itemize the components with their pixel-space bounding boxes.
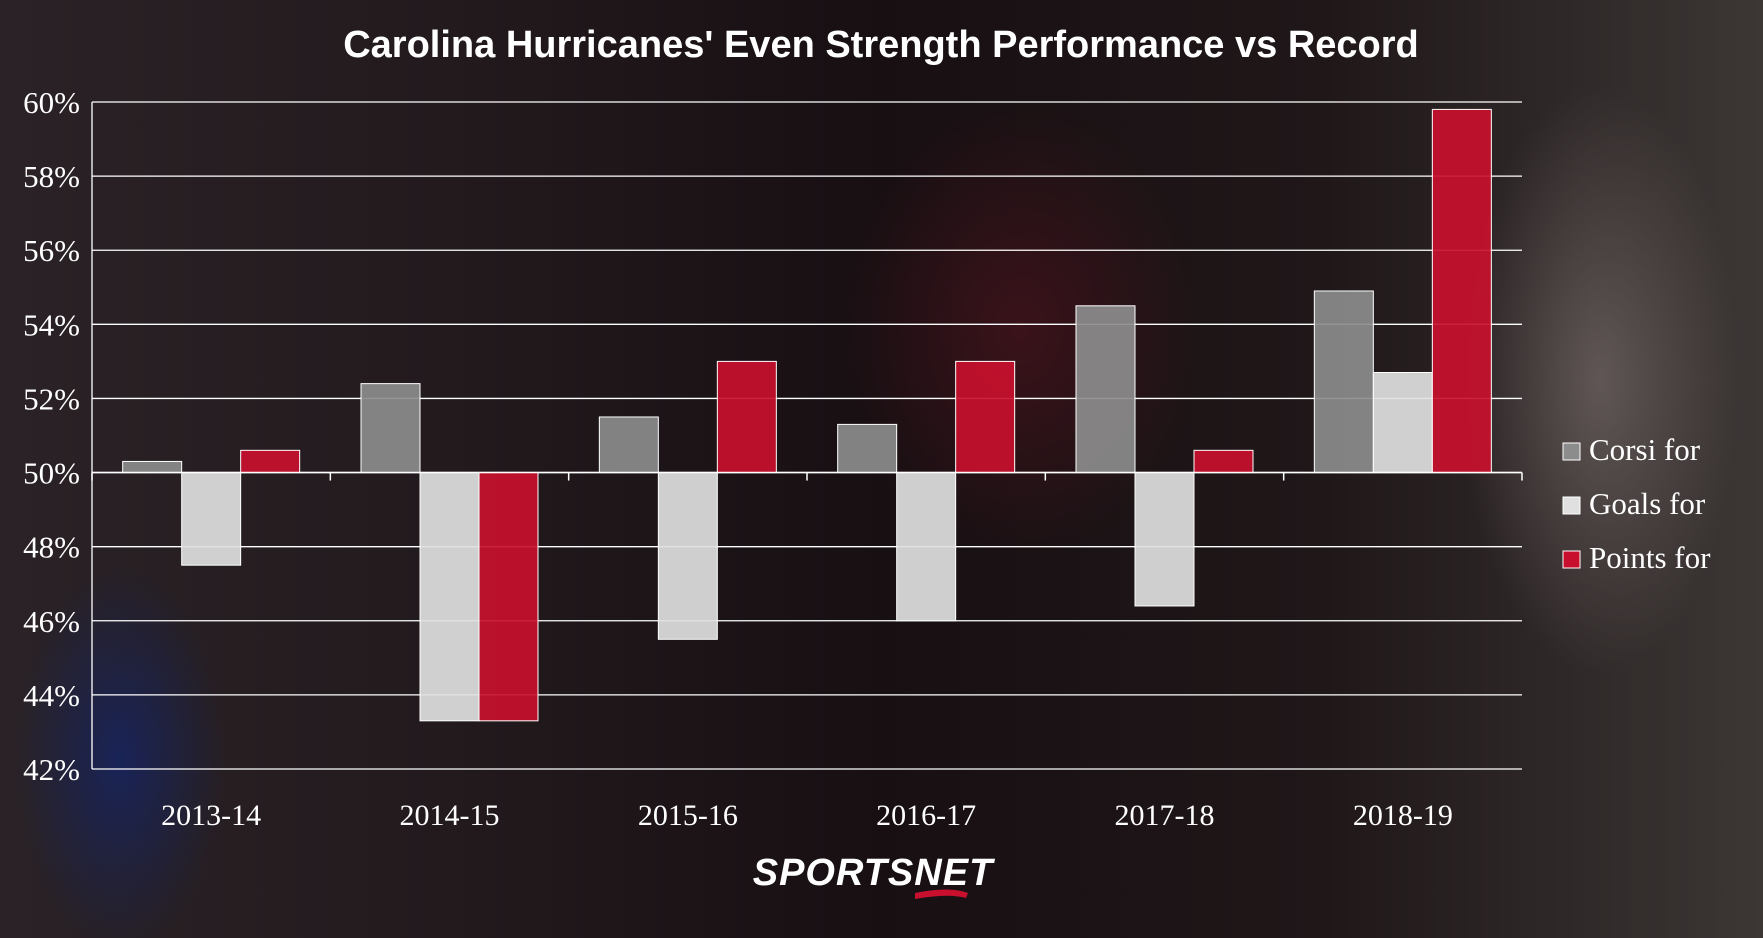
bar-points-for-2013-14 [240,449,301,474]
y-tick-label: 50% [23,456,80,491]
logo-swoosh-icon [915,889,968,899]
category-label: 2016-17 [876,799,976,832]
bar-points-for-2018-19 [1431,108,1492,474]
bar-goals-for-2013-14 [181,472,242,566]
y-tick-label: 60% [23,85,80,120]
y-tick-label: 44% [23,678,80,713]
y-tick-label: 58% [23,159,80,194]
bar-points-for-2017-18 [1193,449,1254,474]
legend-swatch [1562,442,1581,461]
bar-corsi-for-2014-15 [360,383,421,474]
category-label: 2013-14 [161,799,261,832]
bar-points-for-2015-16 [716,360,777,474]
category-label: 2017-18 [1115,799,1215,832]
sportsnet-logo: SPORTSNET [753,852,995,899]
legend-swatch [1562,550,1581,569]
bar-points-for-2016-17 [955,360,1016,474]
legend-swatch [1562,496,1581,515]
bar-goals-for-2018-19 [1372,372,1433,474]
legend-label: Points for [1589,540,1711,575]
chart-title: Carolina Hurricanes' Even Strength Perfo… [343,24,1419,66]
bar-corsi-for-2015-16 [598,416,659,474]
y-tick-label: 46% [23,604,80,639]
bar-corsi-for-2017-18 [1075,305,1136,474]
y-tick-label: 52% [23,381,80,416]
grid-layer [91,101,1522,770]
sportsnet-logo-text: SPORTSNET [753,852,995,894]
y-axis-ticks: 42% 44% 46% 48% 50% 52% 54% 56% 58% 60% [23,85,80,787]
bar-corsi-for-2018-19 [1313,290,1374,474]
x-axis-categories: 2013-14 2014-15 2015-16 2016-17 2017-18 2018-… [161,799,1453,832]
bar-goals-for-2015-16 [657,472,718,640]
legend-label: Goals for [1589,486,1706,521]
bar-goals-for-2014-15 [419,472,480,722]
legend-label: Corsi for [1589,432,1701,467]
bar-goals-for-2016-17 [896,472,957,622]
category-label: 2015-16 [638,799,738,832]
category-label: 2014-15 [400,799,500,832]
bars [91,108,1523,722]
bar-corsi-for-2016-17 [837,423,898,474]
bar-points-for-2014-15 [478,472,539,722]
bar-goals-for-2017-18 [1134,472,1195,607]
category-label: 2018-19 [1353,799,1453,832]
bar-corsi-for-2013-14 [122,460,183,474]
legend: Corsi for Goals for Points for [1562,432,1711,575]
y-tick-label: 56% [23,233,80,268]
y-tick-label: 48% [23,530,80,565]
y-tick-label: 42% [23,752,80,787]
y-tick-label: 54% [23,307,80,342]
